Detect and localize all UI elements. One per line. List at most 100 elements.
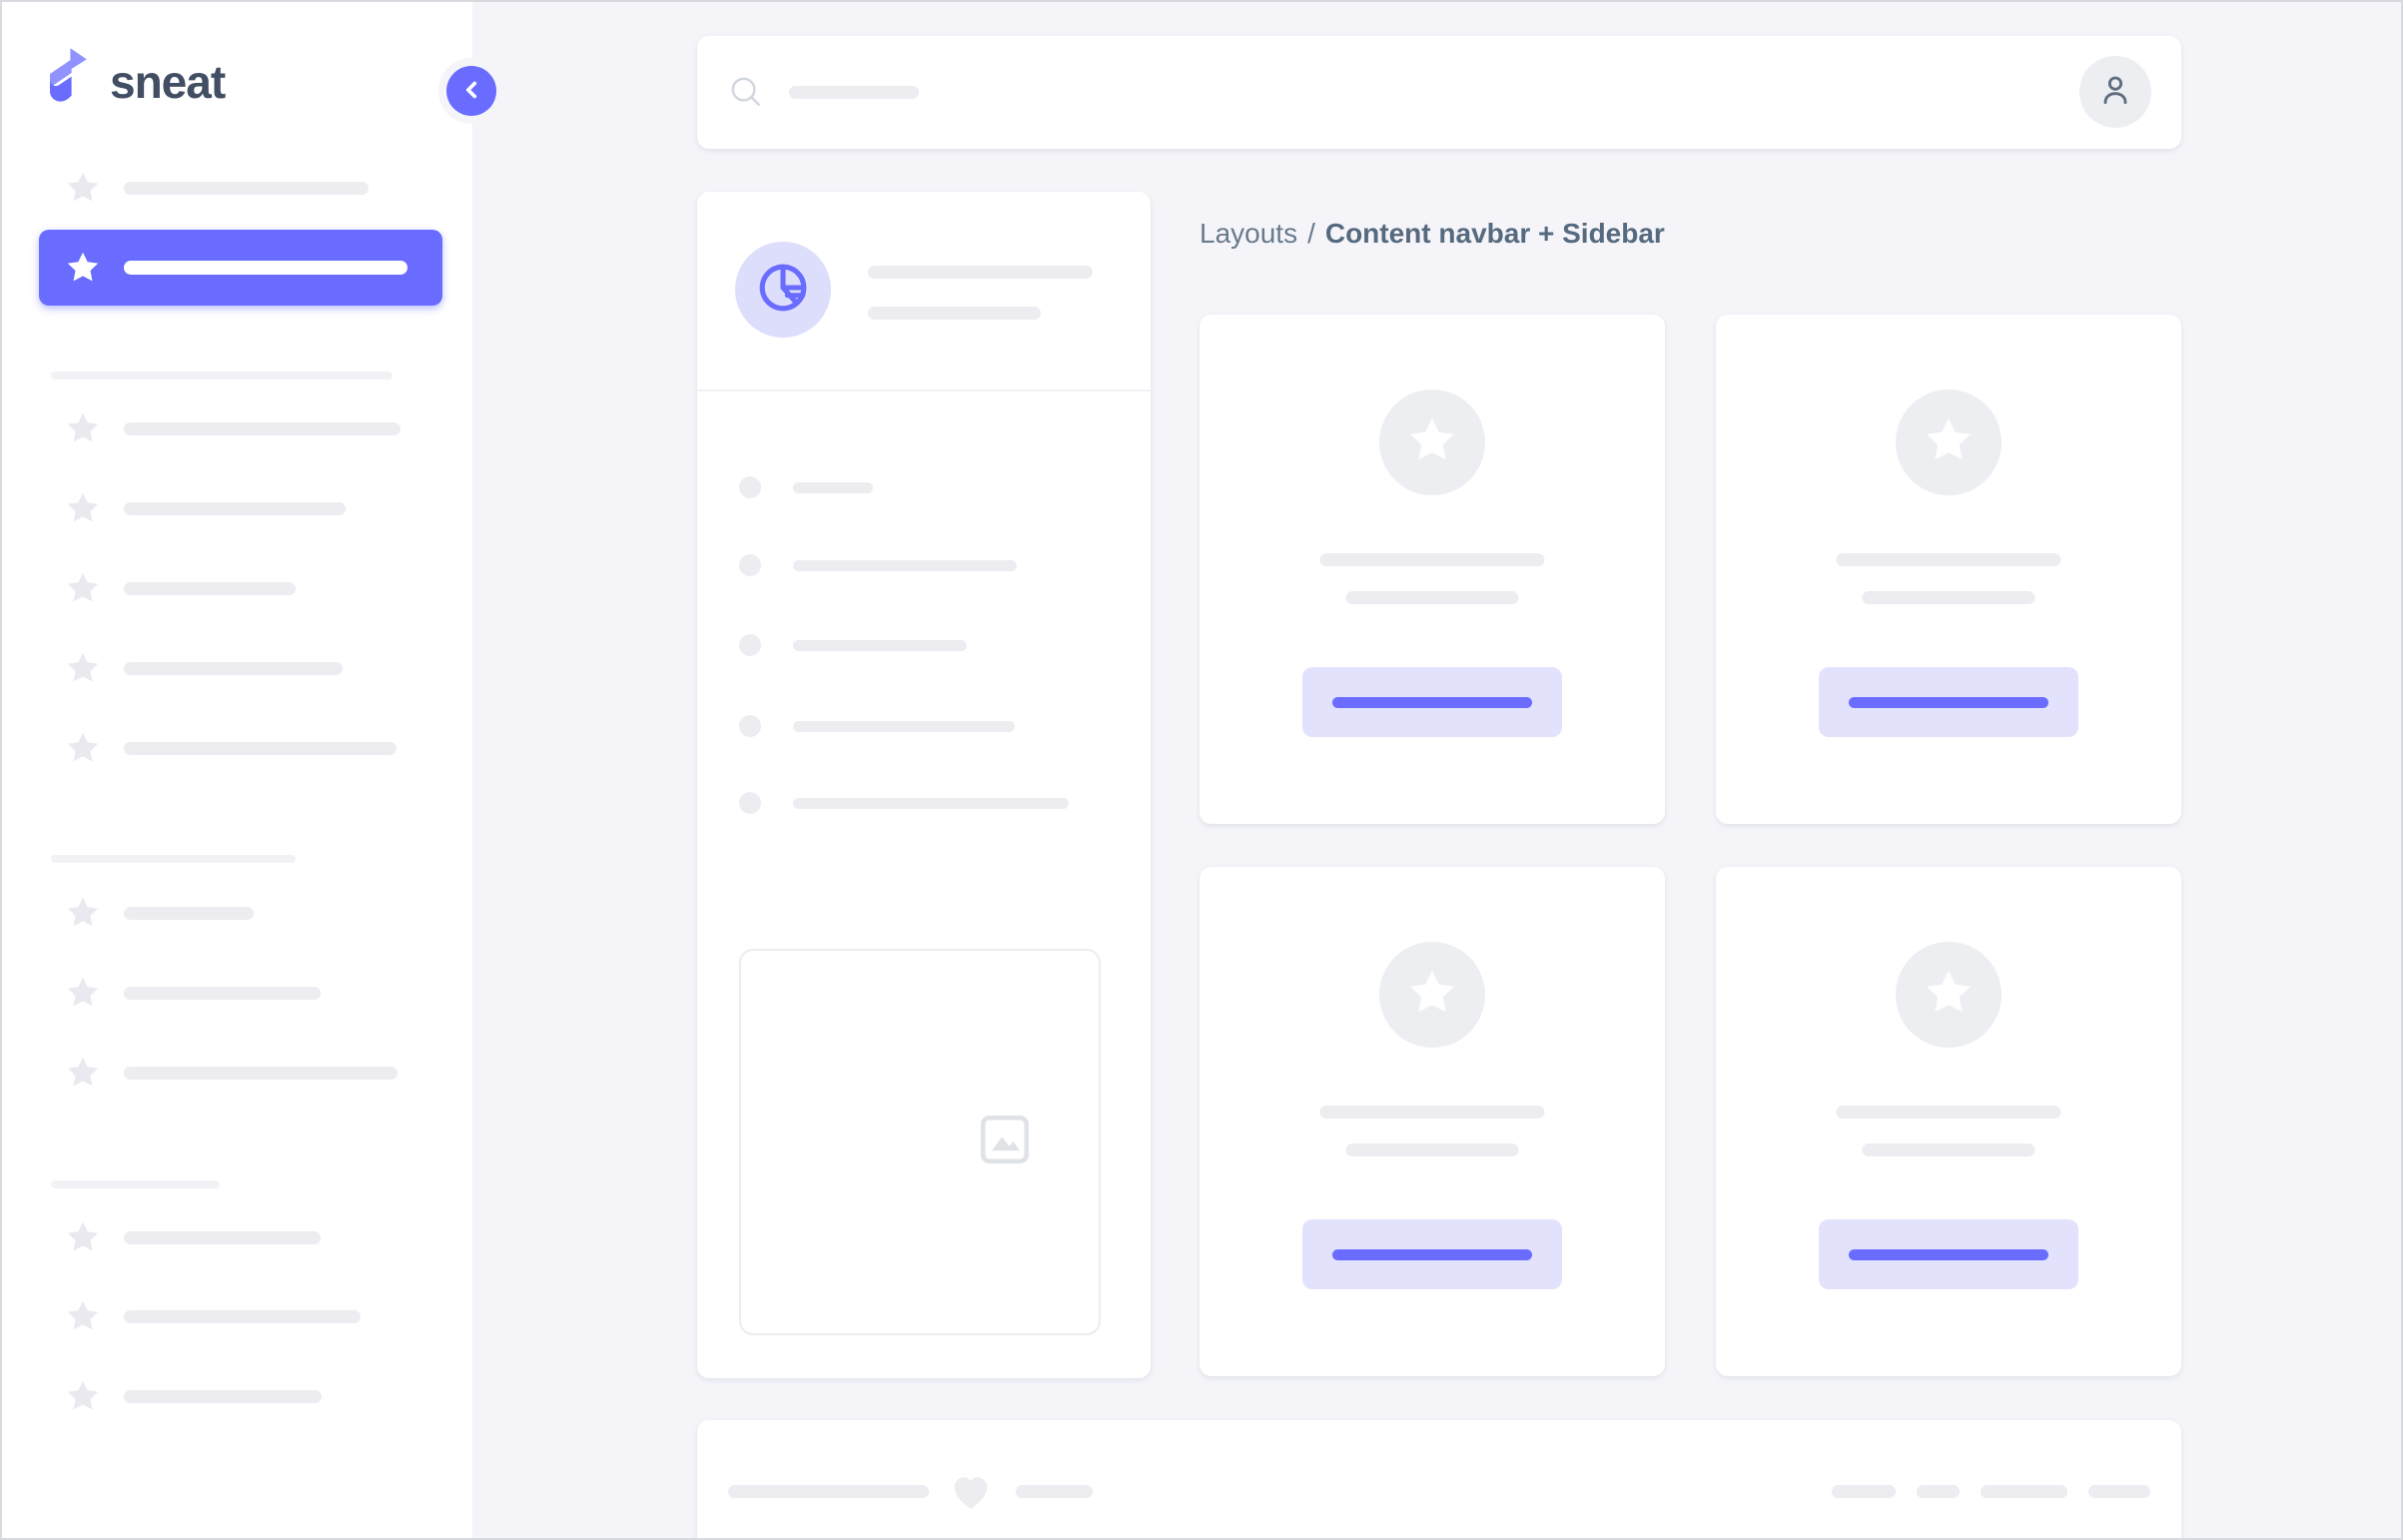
divider xyxy=(697,389,1151,391)
profile-row-bar xyxy=(793,640,967,651)
button-label-bar xyxy=(1332,697,1532,708)
bullet-icon xyxy=(739,554,761,576)
card-text-bar xyxy=(1345,591,1519,604)
breadcrumb-separator: / xyxy=(1307,218,1315,249)
footer-bar xyxy=(728,1485,929,1498)
bullet-icon xyxy=(739,634,761,656)
footer-pagination-bar xyxy=(2088,1485,2150,1498)
sidebar-item-label-bar xyxy=(124,742,397,755)
card-text-bar xyxy=(1862,1144,2035,1156)
chevron-left-icon xyxy=(458,77,484,106)
user-avatar[interactable] xyxy=(2079,56,2151,128)
sidebar-item-label-bar xyxy=(124,422,400,435)
star-icon xyxy=(65,650,101,686)
star-icon xyxy=(65,1219,101,1255)
star-icon xyxy=(1923,967,1975,1024)
sidebar-item-label-bar xyxy=(124,1231,321,1244)
card-text-bar xyxy=(1319,1106,1545,1119)
star-icon xyxy=(65,250,101,286)
brand[interactable]: sneat xyxy=(42,46,226,117)
sidebar-collapse-button[interactable] xyxy=(446,66,496,116)
profile-row-bar xyxy=(793,798,1069,809)
top-navbar xyxy=(697,36,2181,149)
sidebar-item-active[interactable] xyxy=(39,230,442,306)
heart-icon xyxy=(948,1468,994,1519)
feature-card xyxy=(1200,315,1665,824)
card-text-bar xyxy=(1862,591,2035,604)
sidebar-item-label-bar xyxy=(124,987,321,1000)
feature-card xyxy=(1716,867,2181,1376)
sneat-logo-icon xyxy=(42,46,94,117)
sidebar: sneat xyxy=(2,2,472,1538)
card-text-bar xyxy=(1836,553,2061,566)
sidebar-item-label-bar xyxy=(124,502,346,515)
star-avatar xyxy=(1896,389,2002,495)
breadcrumb-current: Content navbar + Sidebar xyxy=(1324,218,1665,249)
button-label-bar xyxy=(1849,1249,2048,1260)
feature-card xyxy=(1200,867,1665,1376)
star-icon xyxy=(65,730,101,766)
star-icon xyxy=(65,490,101,526)
bullet-icon xyxy=(739,476,761,498)
sidebar-section-header-bar xyxy=(51,855,296,863)
sidebar-item-label-bar xyxy=(124,182,369,195)
pie-chart-icon xyxy=(754,259,812,322)
card-text-bar xyxy=(1319,553,1545,566)
star-avatar xyxy=(1896,942,2002,1048)
star-icon xyxy=(65,1055,101,1091)
star-icon xyxy=(1923,414,1975,471)
card-action-button[interactable] xyxy=(1819,667,2078,737)
profile-header-bar xyxy=(868,307,1041,320)
sidebar-item-label-bar xyxy=(124,1390,322,1403)
footer-pagination-bar xyxy=(1917,1485,1960,1498)
breadcrumb: Layouts / Content navbar + Sidebar xyxy=(1200,218,1665,250)
sidebar-item-label-bar xyxy=(124,662,343,675)
star-icon xyxy=(65,1298,101,1334)
star-icon xyxy=(65,170,101,206)
footer-card xyxy=(697,1420,2181,1538)
star-icon xyxy=(65,410,101,446)
footer-pagination-bar xyxy=(1832,1485,1896,1498)
sidebar-item-label-bar xyxy=(124,1310,361,1323)
sidebar-item-label-bar xyxy=(124,1067,398,1080)
brand-name: sneat xyxy=(110,55,226,108)
pie-chart-avatar xyxy=(735,242,831,338)
star-avatar xyxy=(1379,942,1485,1048)
card-action-button[interactable] xyxy=(1302,667,1562,737)
star-icon xyxy=(65,975,101,1011)
sidebar-item-label-bar xyxy=(124,582,296,595)
star-icon xyxy=(65,1378,101,1414)
navbar-search[interactable] xyxy=(697,36,1117,149)
star-avatar xyxy=(1379,389,1485,495)
breadcrumb-parent[interactable]: Layouts xyxy=(1200,218,1298,249)
person-icon xyxy=(2095,70,2135,115)
sidebar-section-header-bar xyxy=(51,1180,220,1188)
star-icon xyxy=(1406,967,1458,1024)
profile-row-bar xyxy=(793,560,1017,571)
card-text-bar xyxy=(1836,1106,2061,1119)
profile-header-bar xyxy=(868,266,1093,279)
profile-card xyxy=(697,192,1151,1378)
star-icon xyxy=(65,570,101,606)
button-label-bar xyxy=(1332,1249,1532,1260)
bullet-icon xyxy=(739,715,761,737)
profile-row-bar xyxy=(793,721,1015,732)
button-label-bar xyxy=(1849,697,2048,708)
feature-card xyxy=(1716,315,2181,824)
star-icon xyxy=(65,895,101,931)
main-content: Layouts / Content navbar + Sidebar xyxy=(472,2,2401,1538)
footer-bar xyxy=(1016,1485,1093,1498)
image-placeholder xyxy=(739,949,1101,1335)
profile-row-bar xyxy=(793,482,873,493)
sidebar-section-header-bar xyxy=(51,372,393,380)
search-placeholder-bar xyxy=(789,86,919,99)
sidebar-item-label-bar xyxy=(124,907,254,920)
sidebar-item-label-bar xyxy=(124,261,407,275)
footer-pagination-bar xyxy=(1981,1485,2067,1498)
card-action-button[interactable] xyxy=(1819,1219,2078,1289)
bullet-icon xyxy=(739,792,761,814)
card-action-button[interactable] xyxy=(1302,1219,1562,1289)
star-icon xyxy=(1406,414,1458,471)
card-text-bar xyxy=(1345,1144,1519,1156)
